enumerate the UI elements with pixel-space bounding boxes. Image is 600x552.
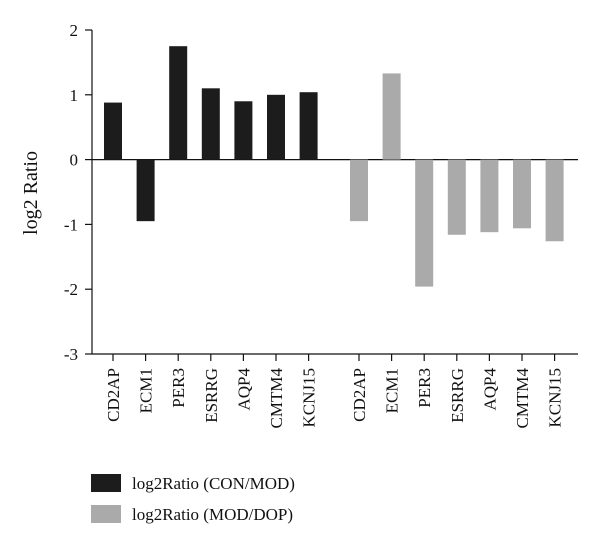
bar	[267, 94, 285, 160]
x-tick-label: CD2AP	[350, 368, 369, 422]
bar	[513, 159, 531, 229]
bar	[447, 159, 466, 235]
x-tick-label: CD2AP	[104, 368, 123, 422]
x-tick-label: PER3	[415, 368, 434, 408]
bar	[169, 46, 188, 160]
bar	[234, 101, 253, 160]
bars	[104, 46, 564, 287]
y-axis-label: log2 Ratio	[20, 151, 42, 235]
bar	[104, 102, 122, 160]
legend: log2Ratio (CON/MOD) log2Ratio (MOD/DOP)	[91, 474, 295, 524]
x-tick-label: ESRRG	[448, 368, 467, 423]
legend-swatch	[91, 474, 121, 492]
x-tick-label: CMTM4	[513, 368, 532, 429]
bar	[201, 88, 220, 160]
x-tick-label: PER3	[169, 368, 188, 408]
bar	[480, 159, 499, 233]
y-tick-label: 0	[70, 151, 79, 170]
x-tick-label: KCNJ15	[300, 368, 319, 428]
x-tick-label: AQP4	[234, 368, 253, 411]
legend-label: log2Ratio (CON/MOD)	[132, 474, 295, 493]
y-tick-label: 1	[70, 86, 79, 105]
legend-label: log2Ratio (MOD/DOP)	[132, 505, 293, 524]
x-tick-label: CMTM4	[267, 368, 286, 429]
y-tick-label: -3	[64, 345, 78, 364]
bar	[350, 159, 368, 222]
bar	[136, 159, 155, 222]
x-tick-label: AQP4	[480, 368, 499, 411]
y-tick-label: -1	[64, 215, 78, 234]
bar	[545, 159, 564, 242]
x-tick-label: ECM1	[383, 368, 402, 413]
bar	[382, 73, 401, 160]
y-tick-label: 2	[70, 21, 79, 40]
y-tick-label: -2	[64, 280, 78, 299]
legend-swatch	[91, 505, 121, 523]
x-tick-label: ESRRG	[202, 368, 221, 423]
x-tick-labels: CD2AP ECM1 PER3 ESRRG AQP4 CMTM4 KCNJ15 CD2AP EC…	[104, 354, 565, 428]
bar	[415, 159, 434, 287]
x-tick-label: ECM1	[137, 368, 156, 413]
bar	[299, 92, 318, 160]
x-tick-label: KCNJ15	[546, 368, 565, 428]
